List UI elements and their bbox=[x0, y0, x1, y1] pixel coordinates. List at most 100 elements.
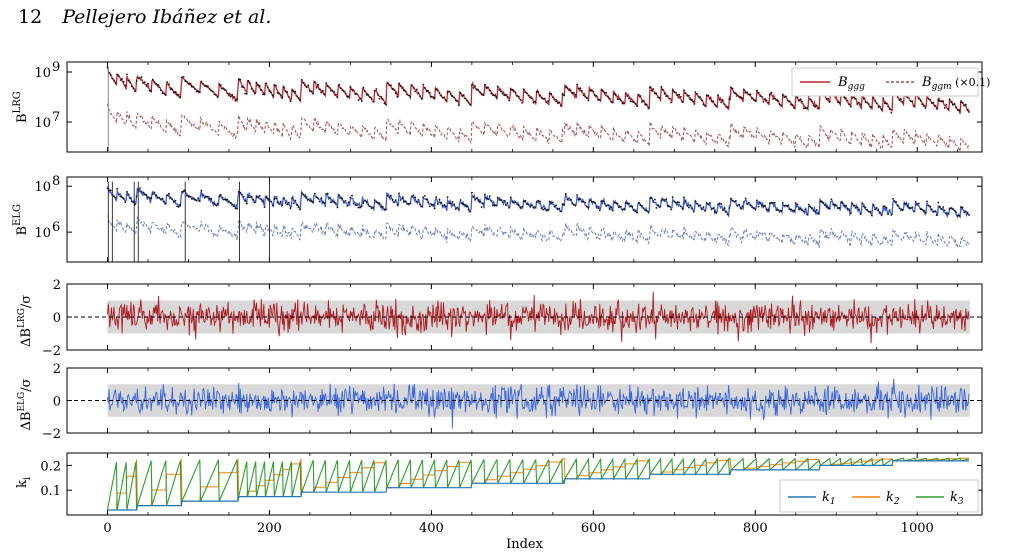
data-point bbox=[377, 93, 379, 96]
data-point bbox=[874, 100, 877, 102]
data-point bbox=[344, 92, 347, 95]
data-point bbox=[441, 204, 444, 207]
data-point bbox=[479, 200, 481, 203]
data-point bbox=[266, 197, 269, 200]
data-point bbox=[736, 204, 739, 207]
data-point bbox=[370, 207, 373, 209]
data-point bbox=[443, 204, 446, 206]
data-point bbox=[608, 98, 611, 100]
data-point bbox=[543, 207, 546, 210]
data-point bbox=[218, 195, 221, 198]
data-point bbox=[185, 80, 188, 83]
data-point bbox=[569, 89, 572, 92]
data-point bbox=[132, 87, 135, 90]
data-point bbox=[171, 198, 174, 201]
data-point bbox=[135, 80, 138, 82]
data-point bbox=[900, 98, 902, 101]
data-point bbox=[134, 90, 136, 93]
data-point bbox=[749, 204, 752, 207]
data-point bbox=[326, 85, 329, 88]
data-point bbox=[793, 107, 796, 109]
data-point bbox=[663, 92, 666, 95]
data-point bbox=[223, 88, 225, 90]
data-point bbox=[867, 103, 870, 105]
data-point bbox=[309, 199, 311, 202]
data-point bbox=[702, 206, 705, 209]
data-point bbox=[242, 86, 245, 89]
data-point bbox=[268, 90, 271, 92]
data-point bbox=[872, 96, 875, 99]
data-point bbox=[717, 94, 719, 97]
data-point bbox=[140, 76, 143, 78]
data-point bbox=[537, 91, 540, 93]
data-point bbox=[198, 91, 201, 94]
data-point bbox=[764, 98, 766, 101]
data-point bbox=[291, 89, 294, 91]
data-point bbox=[171, 88, 174, 91]
data-point bbox=[879, 106, 881, 108]
data-point bbox=[644, 209, 647, 212]
data-point bbox=[560, 210, 562, 213]
data-point bbox=[650, 197, 653, 200]
data-point bbox=[665, 198, 668, 201]
data-point bbox=[119, 195, 122, 198]
data-point bbox=[432, 96, 434, 98]
data-point bbox=[660, 200, 663, 202]
data-point bbox=[814, 210, 817, 213]
data-point bbox=[798, 99, 800, 102]
ylabel-panel-db-lrg: ΔBLRG/σ bbox=[17, 295, 34, 347]
data-point bbox=[305, 86, 308, 89]
data-point bbox=[279, 94, 282, 97]
data-point bbox=[362, 202, 365, 204]
data-point bbox=[124, 201, 127, 204]
data-point bbox=[645, 104, 648, 106]
data-point bbox=[673, 91, 676, 93]
data-point bbox=[378, 202, 381, 205]
data-point bbox=[245, 92, 248, 95]
data-point bbox=[922, 105, 925, 108]
data-point bbox=[540, 97, 543, 99]
data-point bbox=[547, 208, 549, 211]
data-point bbox=[461, 94, 464, 97]
data-point bbox=[741, 205, 744, 208]
data-point bbox=[619, 205, 622, 208]
data-point bbox=[475, 197, 478, 200]
y-tick-label: 0 bbox=[53, 311, 61, 326]
data-point bbox=[185, 194, 188, 197]
data-point bbox=[880, 214, 883, 217]
data-point bbox=[755, 199, 758, 202]
data-point bbox=[425, 198, 428, 201]
data-point bbox=[472, 87, 475, 89]
data-point bbox=[501, 201, 504, 204]
data-point bbox=[947, 108, 949, 110]
data-point bbox=[589, 199, 591, 202]
data-point bbox=[456, 206, 459, 209]
data-point bbox=[247, 196, 250, 199]
data-point bbox=[470, 84, 473, 87]
y-tick-label: 0.2 bbox=[40, 459, 61, 474]
data-point bbox=[140, 190, 143, 193]
data-point bbox=[887, 105, 889, 108]
data-point bbox=[187, 82, 190, 85]
data-point bbox=[903, 202, 906, 205]
data-point bbox=[937, 201, 940, 204]
data-point bbox=[730, 198, 732, 200]
data-point bbox=[252, 90, 255, 93]
data-point bbox=[480, 206, 483, 208]
data-point bbox=[883, 205, 886, 208]
data-point bbox=[764, 204, 766, 207]
data-point bbox=[299, 208, 302, 211]
data-point bbox=[581, 90, 583, 92]
data-point bbox=[435, 88, 438, 91]
data-point bbox=[647, 107, 650, 110]
data-point bbox=[540, 207, 543, 210]
data-point bbox=[875, 102, 878, 105]
ylabel-b-lrg: BLRG bbox=[12, 91, 30, 123]
data-point bbox=[535, 90, 538, 93]
data-point bbox=[389, 84, 392, 87]
data-point bbox=[305, 196, 308, 198]
data-point bbox=[730, 86, 732, 89]
data-point bbox=[913, 105, 915, 108]
data-point bbox=[119, 79, 122, 81]
data-point bbox=[675, 201, 677, 204]
